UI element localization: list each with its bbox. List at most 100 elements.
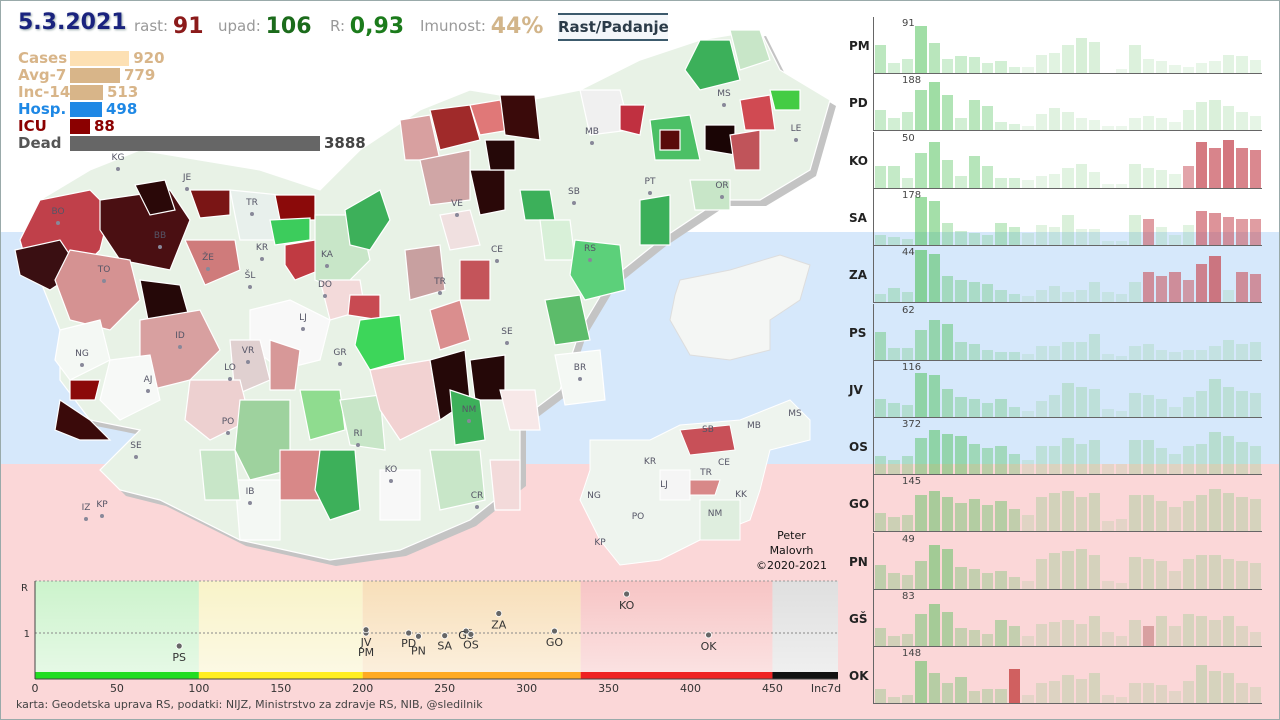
region-bar xyxy=(1048,622,1061,646)
region-bar xyxy=(1089,616,1101,646)
map-label: CE xyxy=(491,245,503,255)
region-bar xyxy=(1075,386,1088,417)
y-axis-label: R xyxy=(21,583,28,594)
map-marker xyxy=(248,285,252,289)
region-bar xyxy=(915,152,927,188)
map-marker xyxy=(134,455,138,459)
zone-bar xyxy=(362,672,581,679)
map-label: CR xyxy=(471,491,484,501)
region-bar xyxy=(995,222,1007,245)
growth-decline-toggle-button[interactable]: Rast/Padanje xyxy=(558,13,669,41)
map-label: DO xyxy=(318,280,332,290)
growth-count: rast: 91 xyxy=(134,12,204,39)
region-bar xyxy=(1022,296,1034,303)
region-bar xyxy=(968,155,981,188)
region-bar xyxy=(1115,69,1128,73)
region-bar xyxy=(1089,282,1101,303)
region-bar xyxy=(1062,491,1074,532)
region-code: JV xyxy=(849,382,863,397)
stat-value: 513 xyxy=(107,83,139,101)
region-bar xyxy=(982,349,994,360)
region-bar xyxy=(968,282,981,303)
region-bar xyxy=(995,570,1007,589)
map-marker xyxy=(178,345,182,349)
region-bar xyxy=(1222,673,1235,704)
stat-value: 3888 xyxy=(324,134,366,152)
region-bar xyxy=(955,628,967,646)
region-bar xyxy=(1182,446,1195,475)
region-bar xyxy=(1102,126,1114,131)
region-bar xyxy=(915,196,927,245)
region-bar xyxy=(1062,45,1074,73)
region-max-value: 44 xyxy=(902,247,915,259)
region-bar xyxy=(1089,120,1101,131)
map-marker xyxy=(475,505,479,509)
region-bar xyxy=(1089,171,1101,188)
region-bar xyxy=(941,59,954,73)
region-bar xyxy=(915,250,927,303)
region-bar xyxy=(1196,390,1208,417)
region-bar xyxy=(995,689,1007,704)
region-max-value: 372 xyxy=(902,419,922,431)
map-marker xyxy=(250,212,254,216)
point-label: PS xyxy=(172,651,186,664)
region-bar xyxy=(968,630,981,646)
region-bar xyxy=(1155,118,1168,131)
x-tick-label: 0 xyxy=(32,682,39,695)
region-panel-os: OS 372 xyxy=(849,418,1265,476)
region-code: ZA xyxy=(849,268,867,283)
region-bar xyxy=(1115,240,1128,245)
region-panel-pd: PD 188 xyxy=(849,74,1265,132)
region-bar xyxy=(1155,398,1168,417)
region-bar xyxy=(1182,280,1195,303)
x-tick-label: 100 xyxy=(188,682,209,695)
author-credit: Peter Malovrh ©2020-2021 xyxy=(756,528,827,573)
region-bar xyxy=(995,620,1007,646)
region-bar xyxy=(901,347,914,360)
x-tick-label: 250 xyxy=(434,682,455,695)
region-max-value: 91 xyxy=(902,18,915,29)
region-bar xyxy=(955,503,967,532)
region-bar xyxy=(1182,67,1195,73)
region-bar xyxy=(1089,42,1101,73)
region-panel-ko: KO 50 xyxy=(849,131,1265,189)
stat-value: 498 xyxy=(106,100,138,118)
region-bar xyxy=(1209,147,1221,188)
x-tick-label: 200 xyxy=(352,682,373,695)
region-bar xyxy=(1008,406,1021,417)
point-label: SA xyxy=(437,640,452,653)
region-bar xyxy=(1196,495,1208,532)
region-bar xyxy=(1075,38,1088,73)
region-bar xyxy=(1075,118,1088,131)
map-label: KO xyxy=(385,465,398,475)
map-marker xyxy=(116,167,120,171)
region-bar xyxy=(1048,493,1061,532)
map-label: ŠL xyxy=(245,269,256,281)
region-code: PS xyxy=(849,325,867,340)
map-marker xyxy=(325,264,329,268)
region-bar xyxy=(1222,436,1235,475)
region-bar xyxy=(1142,440,1154,475)
map-label: IB xyxy=(246,487,255,497)
immunity: Imunost: 44% xyxy=(420,12,543,39)
inset-map-bottom xyxy=(579,399,811,566)
region-bar xyxy=(875,165,887,188)
region-panel-sa: SA 178 xyxy=(849,188,1265,246)
map-marker xyxy=(185,187,189,191)
y-tick-label: 1 xyxy=(24,629,30,640)
region-bar xyxy=(1115,582,1128,589)
region-bar xyxy=(1155,169,1168,188)
map-label: LE xyxy=(791,124,802,134)
region-bar xyxy=(1182,349,1195,360)
region-bar xyxy=(1102,183,1114,188)
x-tick-label: 350 xyxy=(598,682,619,695)
x-tick-label: 150 xyxy=(270,682,291,695)
region-bar xyxy=(1022,636,1034,646)
region-bar xyxy=(1062,112,1074,131)
point-label: OS xyxy=(463,638,479,651)
x-tick-label: 300 xyxy=(516,682,537,695)
region-bar xyxy=(982,106,994,131)
region-bar xyxy=(1102,240,1114,245)
region-bar xyxy=(901,292,914,303)
region-bar xyxy=(1155,560,1168,589)
